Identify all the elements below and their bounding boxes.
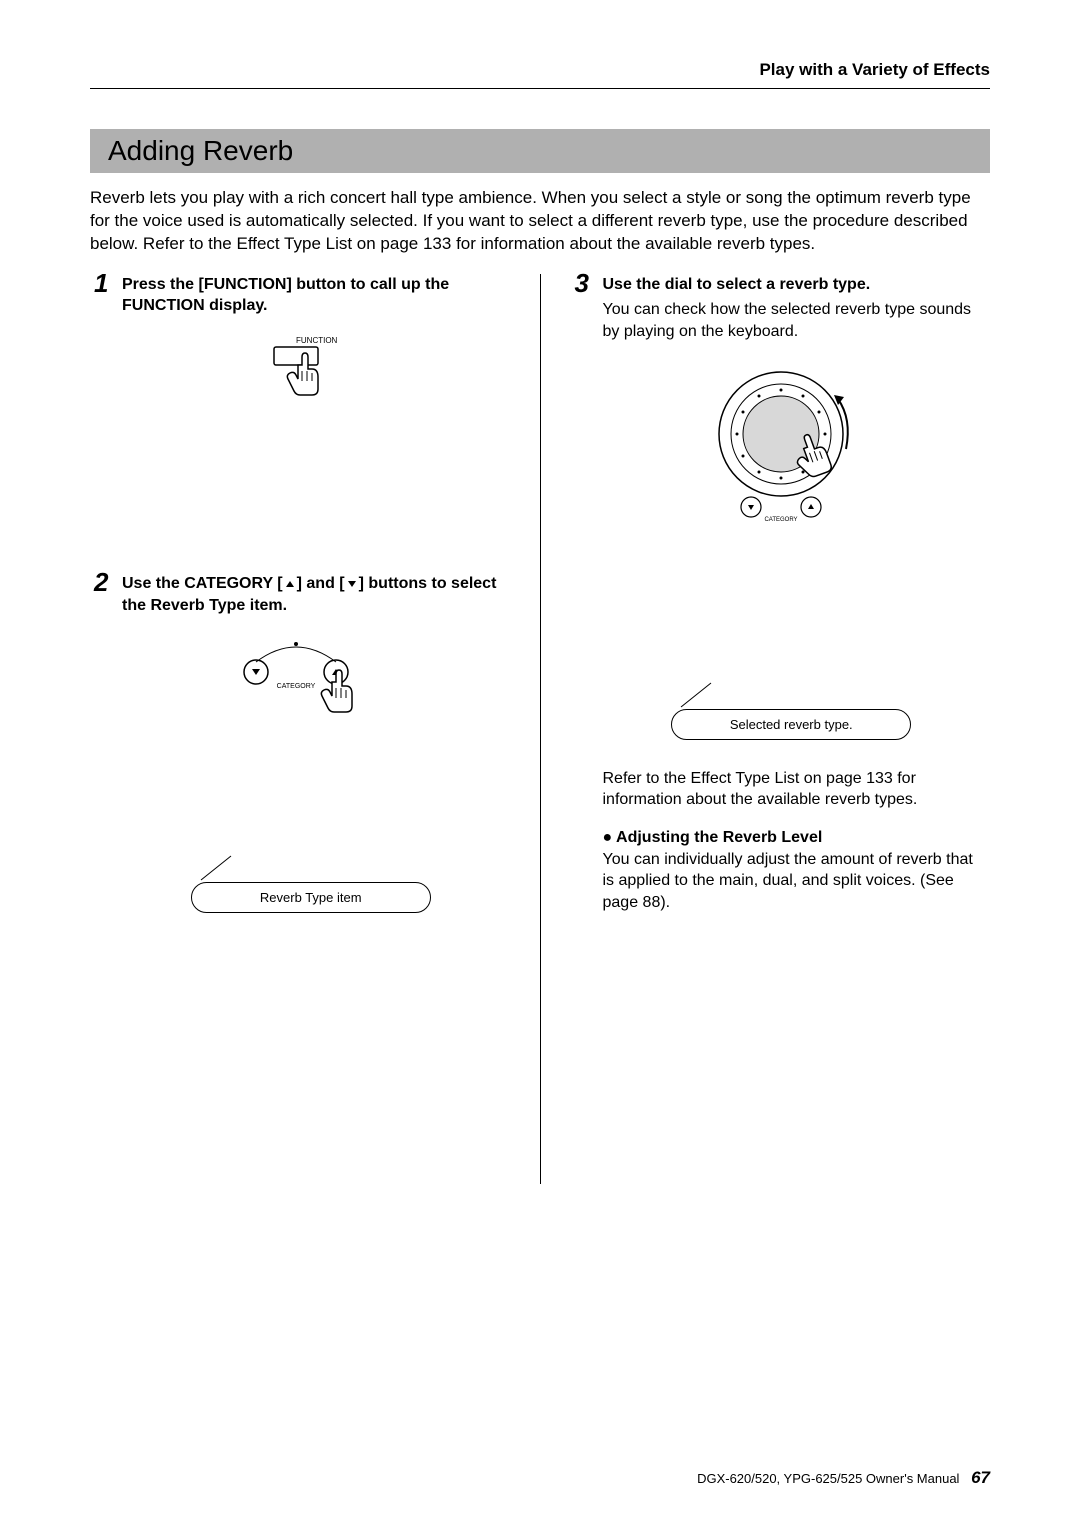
category-label: CATEGORY	[276, 683, 315, 690]
step-title: Use the CATEGORY [] and [] buttons to se…	[122, 573, 500, 616]
section-title: Adding Reverb	[90, 129, 990, 173]
footer-model: DGX-620/520, YPG-625/525 Owner's Manual	[697, 1471, 959, 1486]
callout-line-icon	[201, 856, 231, 880]
step-number: 1	[94, 268, 108, 299]
step-title: Use the dial to select a reverb type.	[603, 274, 981, 296]
step-number: 3	[575, 268, 589, 299]
bullet-icon: ●	[603, 829, 613, 846]
step-3: 3 Use the dial to select a reverb type. …	[581, 274, 981, 914]
callout-box: Selected reverb type.	[671, 709, 911, 740]
category-buttons-illustration: CATEGORY	[122, 632, 500, 742]
step-title: Press the [FUNCTION] button to call up t…	[122, 274, 500, 317]
category-label: CATEGORY	[765, 517, 798, 523]
step-text: You can check how the selected reverb ty…	[603, 299, 981, 342]
step-number: 2	[94, 567, 108, 598]
arc-icon	[256, 647, 336, 662]
function-button-icon	[274, 347, 318, 365]
two-column-layout: 1 Press the [FUNCTION] button to call up…	[90, 274, 990, 1184]
pointing-hand-icon	[287, 353, 318, 395]
category-down-button-icon	[741, 497, 761, 517]
page-footer: DGX-620/520, YPG-625/525 Owner's Manual …	[697, 1468, 990, 1488]
category-down-button-icon	[244, 660, 268, 684]
column-divider	[540, 274, 541, 1184]
chapter-header: Play with a Variety of Effects	[90, 60, 990, 89]
manual-page: Play with a Variety of Effects Adding Re…	[0, 0, 1080, 1528]
sub-section: ● Adjusting the Reverb Level You can ind…	[603, 829, 981, 914]
category-up-button-icon	[801, 497, 821, 517]
dial-illustration: CATEGORY	[603, 359, 981, 539]
right-column: 3 Use the dial to select a reverb type. …	[571, 274, 991, 1184]
footer-pagenum: 67	[971, 1468, 990, 1487]
step-1: 1 Press the [FUNCTION] button to call up…	[100, 274, 500, 423]
callout-box: Reverb Type item	[191, 882, 431, 913]
callout: Selected reverb type.	[671, 679, 911, 740]
sub-heading: ● Adjusting the Reverb Level	[603, 829, 981, 847]
chapter-title: Play with a Variety of Effects	[759, 60, 990, 79]
intro-paragraph: Reverb lets you play with a rich concert…	[90, 187, 990, 256]
sub-body: You can individually adjust the amount o…	[603, 849, 981, 914]
callout: Reverb Type item	[191, 852, 431, 913]
left-column: 1 Press the [FUNCTION] button to call up…	[90, 274, 510, 1184]
category-down-icon	[345, 577, 359, 591]
step-after-text: Refer to the Effect Type List on page 13…	[603, 768, 981, 811]
category-up-icon	[283, 577, 297, 591]
step-2: 2 Use the CATEGORY [] and [] buttons to …	[100, 573, 500, 913]
dot-icon	[294, 642, 298, 646]
function-button-illustration: FUNCTION	[122, 333, 500, 423]
callout-line-icon	[681, 683, 711, 707]
function-label: FUNCTION	[296, 336, 338, 345]
